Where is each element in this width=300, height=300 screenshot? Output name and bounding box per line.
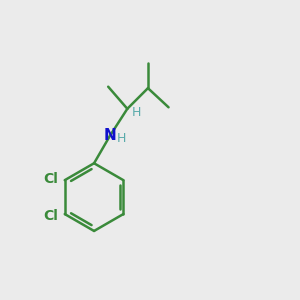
Text: N: N <box>104 128 117 143</box>
Text: Cl: Cl <box>43 172 58 186</box>
Text: H: H <box>132 106 141 119</box>
Text: H: H <box>117 132 126 145</box>
Text: Cl: Cl <box>43 208 58 223</box>
